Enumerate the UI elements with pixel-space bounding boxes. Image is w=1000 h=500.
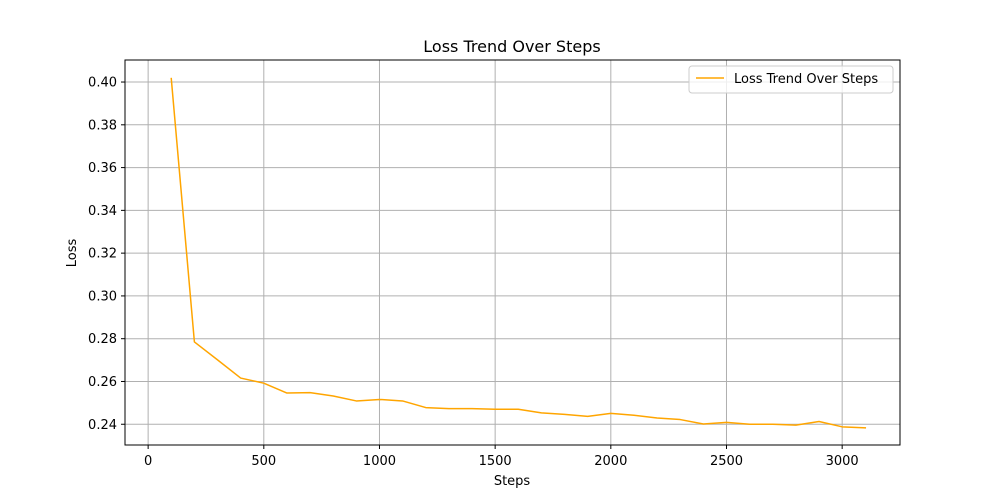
y-tick-label: 0.30: [88, 289, 117, 304]
legend-box: [688, 65, 894, 94]
x-tick-label: 1000: [363, 454, 396, 469]
x-tick-label: 500: [251, 454, 276, 469]
y-tick-label: 0.26: [88, 375, 117, 390]
y-tick-label: 0.28: [88, 332, 117, 347]
y-tick-label: 0.40: [88, 76, 117, 91]
x-tick-label: 1500: [479, 454, 512, 469]
x-axis-label: Steps: [494, 474, 531, 489]
y-axis: 0.24 0.26 0.28 0.30 0.32 0.34 0.36 0.38 0.40: [88, 76, 125, 433]
x-tick-label: 2500: [710, 454, 743, 469]
x-tick-label: 2000: [594, 454, 627, 469]
chart-title: Loss Trend Over Steps: [423, 37, 600, 56]
y-tick-label: 0.38: [88, 118, 117, 133]
x-tick-label: 0: [144, 454, 152, 469]
y-axis-label: Loss: [65, 239, 80, 268]
x-tick-label: 3000: [826, 454, 859, 469]
y-tick-label: 0.24: [88, 418, 117, 433]
legend: Loss Trend Over Steps: [688, 65, 894, 94]
y-tick-label: 0.34: [88, 204, 117, 219]
grid-lines: [125, 60, 900, 445]
x-axis: 0 500 1000 1500 2000 2500 3000: [144, 445, 859, 469]
y-tick-label: 0.36: [88, 161, 117, 176]
series-layer: [170, 77, 867, 429]
plot-frame: [124, 59, 901, 446]
legend-label: Loss Trend Over Steps: [734, 72, 878, 87]
y-tick-label: 0.32: [88, 247, 117, 262]
